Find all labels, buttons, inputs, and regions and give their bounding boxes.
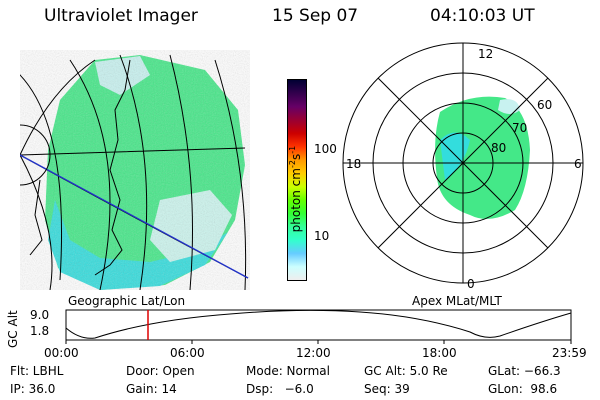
coastline (94, 59, 131, 276)
time-tick-1800: 18:00 (422, 346, 457, 360)
door-info: Door: Open (126, 364, 195, 378)
mlt-label-0: 0 (467, 277, 475, 291)
altitude-tick-9: 9.0 (30, 308, 50, 322)
dsp-info: Dsp: −6.0 (246, 382, 314, 396)
altitude-curve (65, 309, 572, 339)
colorbar-tick-10: 10 (314, 229, 330, 243)
observation-date: 15 Sep 07 (272, 6, 359, 26)
altitude-axis-label: GC Alt (6, 310, 20, 348)
glon-info: GLon: 98.6 (488, 382, 558, 396)
mlat-label-60: 60 (537, 98, 553, 112)
colorbar-tick-100: 100 (314, 142, 337, 156)
mlat-label-70: 70 (512, 121, 528, 135)
instrument-title: Ultraviolet Imager (44, 6, 198, 26)
polar-panel-label: Apex MLat/MLT (412, 294, 502, 308)
ip-info: IP: 36.0 (10, 382, 56, 396)
time-tick-2359: 23:59 (552, 346, 587, 360)
time-tick-1200: 12:00 (296, 346, 331, 360)
colorbar (287, 79, 307, 281)
geographic-panel-label: Geographic Lat/Lon (68, 294, 186, 308)
time-tick-0000: 00:00 (44, 346, 79, 360)
coastline-south (29, 179, 43, 256)
gc-alt-info: GC Alt: 5.0 Re (364, 364, 448, 378)
mlt-label-12: 12 (478, 47, 494, 61)
polar-aurora-faint (498, 99, 520, 114)
terminator-line (20, 154, 249, 279)
mode-info: Mode: Normal (246, 364, 330, 378)
mlt-label-6: 6 (574, 157, 582, 171)
seq-info: Seq: 39 (364, 382, 410, 396)
gain-info: Gain: 14 (126, 382, 177, 396)
mlat-label-80: 80 (491, 141, 507, 155)
mlt-label-18: 18 (346, 157, 362, 171)
time-tick-0600: 06:00 (170, 346, 205, 360)
filter-info: Flt: LBHL (10, 364, 64, 378)
altitude-tick-1-8: 1.8 (30, 324, 50, 338)
glat-info: GLat: −66.3 (488, 364, 561, 378)
observation-time: 04:10:03 UT (430, 6, 535, 26)
polar-aurora-region (435, 96, 530, 219)
